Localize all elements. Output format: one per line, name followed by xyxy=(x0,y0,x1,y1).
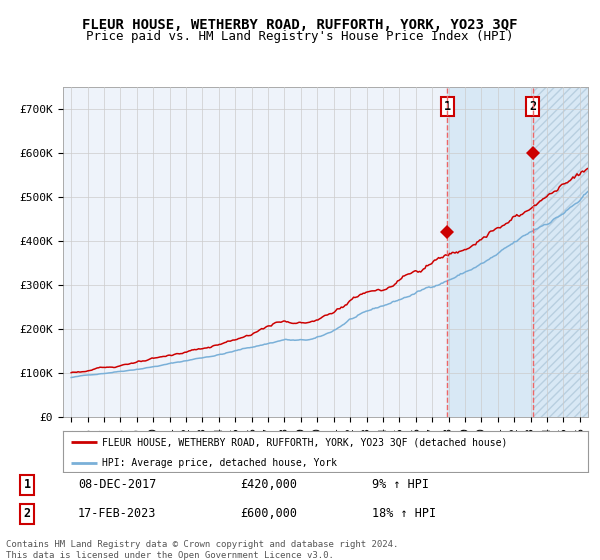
Text: 08-DEC-2017: 08-DEC-2017 xyxy=(78,478,157,491)
Bar xyxy=(447,87,588,417)
Text: 17-FEB-2023: 17-FEB-2023 xyxy=(78,507,157,520)
Text: 2: 2 xyxy=(23,507,31,520)
Text: 9% ↑ HPI: 9% ↑ HPI xyxy=(372,478,429,491)
Text: Contains HM Land Registry data © Crown copyright and database right 2024.
This d: Contains HM Land Registry data © Crown c… xyxy=(6,540,398,560)
Text: 1: 1 xyxy=(443,100,451,113)
Text: £420,000: £420,000 xyxy=(240,478,297,491)
Text: Price paid vs. HM Land Registry's House Price Index (HPI): Price paid vs. HM Land Registry's House … xyxy=(86,30,514,43)
Text: 1: 1 xyxy=(23,478,31,491)
Text: £600,000: £600,000 xyxy=(240,507,297,520)
Text: 18% ↑ HPI: 18% ↑ HPI xyxy=(372,507,436,520)
Text: FLEUR HOUSE, WETHERBY ROAD, RUFFORTH, YORK, YO23 3QF (detached house): FLEUR HOUSE, WETHERBY ROAD, RUFFORTH, YO… xyxy=(103,437,508,447)
Text: FLEUR HOUSE, WETHERBY ROAD, RUFFORTH, YORK, YO23 3QF: FLEUR HOUSE, WETHERBY ROAD, RUFFORTH, YO… xyxy=(82,18,518,32)
Bar xyxy=(533,87,588,417)
Text: 2: 2 xyxy=(529,100,536,113)
Text: HPI: Average price, detached house, York: HPI: Average price, detached house, York xyxy=(103,458,337,468)
